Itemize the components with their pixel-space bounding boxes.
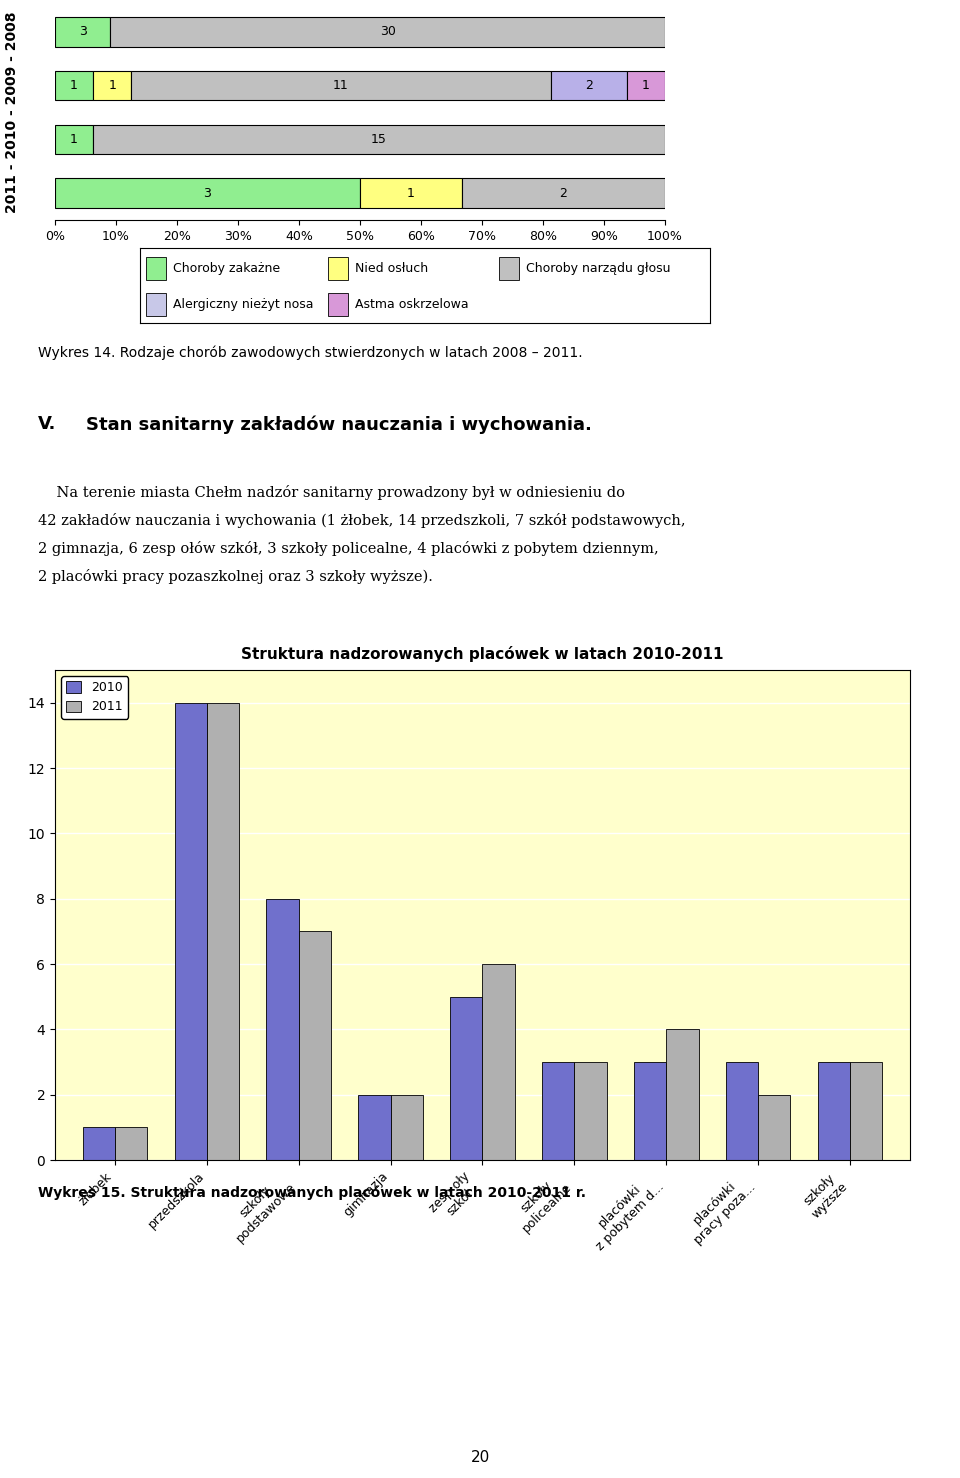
Bar	[206, 702, 239, 1160]
Bar	[132, 71, 551, 101]
Bar	[542, 1063, 574, 1160]
Bar	[627, 71, 665, 101]
Legend: 2010, 2011: 2010, 2011	[61, 677, 128, 718]
Bar	[93, 124, 665, 154]
Text: Nied osłuch: Nied osłuch	[355, 262, 428, 275]
Text: 1: 1	[70, 133, 78, 146]
Bar	[851, 1063, 882, 1160]
Text: Stan sanitarny zakładów nauczania i wychowania.: Stan sanitarny zakładów nauczania i wych…	[86, 415, 592, 433]
Bar	[146, 293, 166, 315]
Text: 2 gimnazja, 6 zesp ołów szkół, 3 szkoły policealne, 4 placówki z pobytem dzienny: 2 gimnazja, 6 zesp ołów szkół, 3 szkoły …	[38, 541, 660, 556]
Bar	[55, 71, 93, 101]
Bar	[55, 179, 360, 208]
Text: Wykres 14. Rodzaje chorób zawodowych stwierdzonych w latach 2008 – 2011.: Wykres 14. Rodzaje chorób zawodowych stw…	[38, 344, 583, 359]
Text: 3: 3	[204, 186, 211, 200]
Text: Astma oskrzelowa: Astma oskrzelowa	[355, 297, 469, 310]
Bar	[328, 293, 348, 315]
Bar	[267, 899, 299, 1160]
Bar	[93, 71, 132, 101]
Bar	[328, 257, 348, 279]
Bar	[726, 1063, 758, 1160]
Bar	[483, 964, 515, 1160]
Bar	[110, 18, 665, 47]
Text: 2 placówki pracy pozaszkolnej oraz 3 szkoły wyższe).: 2 placówki pracy pozaszkolnej oraz 3 szk…	[38, 569, 433, 584]
Text: Choroby zakażne: Choroby zakażne	[173, 262, 280, 275]
Bar	[83, 1128, 115, 1160]
Bar	[758, 1095, 790, 1160]
Text: 20: 20	[470, 1450, 490, 1465]
Text: Choroby narządu głosu: Choroby narządu głosu	[526, 262, 671, 275]
Text: 11: 11	[333, 80, 348, 92]
Text: 1: 1	[642, 80, 650, 92]
Bar	[574, 1063, 607, 1160]
Bar	[360, 179, 462, 208]
Bar	[391, 1095, 422, 1160]
Text: V.: V.	[38, 415, 57, 433]
Bar	[818, 1063, 851, 1160]
Bar	[146, 257, 166, 279]
Bar	[55, 124, 93, 154]
Text: 2011 - 2010 - 2009 - 2008: 2011 - 2010 - 2009 - 2008	[5, 12, 18, 213]
Bar	[450, 996, 483, 1160]
Bar	[666, 1029, 699, 1160]
Text: Wykres 15. Struktura nadzorowanych placówek w latach 2010-2011 r.: Wykres 15. Struktura nadzorowanych placó…	[38, 1185, 587, 1200]
Text: 30: 30	[380, 25, 396, 38]
Bar	[55, 18, 110, 47]
Bar	[635, 1063, 666, 1160]
Text: 3: 3	[79, 25, 86, 38]
Text: 1: 1	[407, 186, 415, 200]
Text: 15: 15	[372, 133, 387, 146]
Title: Struktura nadzorowanych placówek w latach 2010-2011: Struktura nadzorowanych placówek w latac…	[241, 646, 724, 662]
Bar	[299, 931, 331, 1160]
Text: 1: 1	[70, 80, 78, 92]
Text: 42 zakładów nauczania i wychowania (1 żłobek, 14 przedszkoli, 7 szkół podstawowy: 42 zakładów nauczania i wychowania (1 żł…	[38, 513, 686, 528]
Bar	[551, 71, 627, 101]
Text: 2: 2	[560, 186, 567, 200]
Text: 1: 1	[108, 80, 116, 92]
Bar	[462, 179, 665, 208]
Bar	[499, 257, 519, 279]
Text: Na terenie miasta Chełm nadzór sanitarny prowadzony był w odniesieniu do: Na terenie miasta Chełm nadzór sanitarny…	[38, 485, 625, 500]
Bar	[175, 702, 206, 1160]
Text: 2: 2	[585, 80, 592, 92]
Text: Alergiczny nieżyt nosa: Alergiczny nieżyt nosa	[173, 297, 314, 310]
Bar	[115, 1128, 147, 1160]
Bar	[358, 1095, 391, 1160]
